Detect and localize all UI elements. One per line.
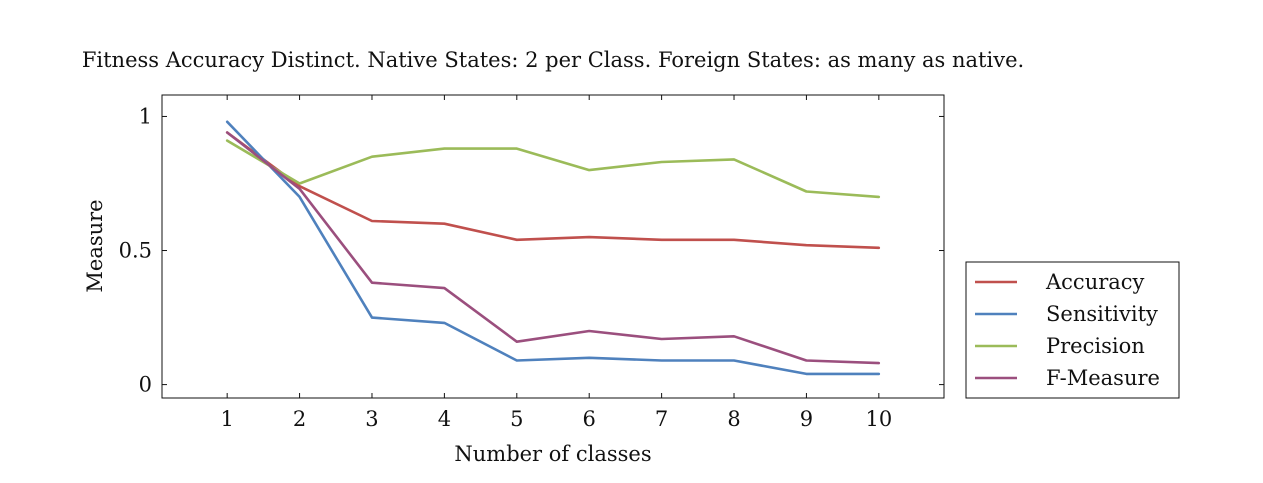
- legend-label-precision: Precision: [1046, 334, 1145, 358]
- x-tick-label: 6: [583, 407, 596, 431]
- legend-label-f-measure: F-Measure: [1046, 366, 1160, 390]
- y-tick-label: 0.5: [119, 239, 152, 263]
- series-lines: [225, 120, 881, 376]
- y-axis-label: Measure: [83, 199, 107, 292]
- x-axis-ticks: 1 2 3 4 5 6 7 8 9 10: [220, 95, 892, 431]
- series-line-accuracy: [225, 131, 881, 250]
- x-axis-label: Number of classes: [454, 442, 651, 466]
- y-tick-label: 0: [139, 373, 152, 397]
- x-tick-label: 10: [865, 407, 892, 431]
- y-axis-ticks: 00.51: [119, 104, 944, 397]
- x-tick-label: 1: [220, 407, 233, 431]
- x-tick-label: 8: [727, 407, 740, 431]
- series-line-precision: [225, 139, 881, 199]
- legend-label-sensitivity: Sensitivity: [1046, 302, 1158, 326]
- series-line-f-measure: [225, 131, 881, 365]
- plot-area-frame: [161, 94, 945, 399]
- x-tick-label: 4: [438, 407, 451, 431]
- x-tick-label: 5: [510, 407, 523, 431]
- legend-box: [965, 261, 1180, 399]
- chart-title: Fitness Accuracy Distinct. Native States…: [82, 48, 1024, 72]
- x-tick-label: 2: [293, 407, 306, 431]
- x-tick-label: 9: [800, 407, 813, 431]
- series-line-sensitivity: [225, 120, 881, 376]
- x-tick-label: 3: [365, 407, 378, 431]
- legend-label-accuracy: Accuracy: [1045, 270, 1145, 294]
- y-tick-label: 1: [139, 104, 152, 128]
- legend: Accuracy Sensitivity Precision F-Measure: [965, 261, 1180, 399]
- x-tick-label: 7: [655, 407, 668, 431]
